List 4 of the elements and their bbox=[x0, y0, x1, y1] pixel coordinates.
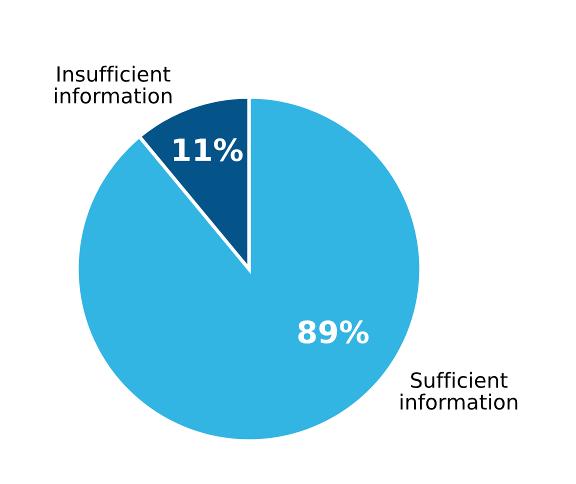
data-label: 11% bbox=[174, 138, 243, 162]
slice-label: Insufficient information bbox=[54, 66, 172, 104]
data-label: 89% bbox=[298, 320, 369, 344]
slice-label: Sufficient information bbox=[400, 372, 518, 410]
